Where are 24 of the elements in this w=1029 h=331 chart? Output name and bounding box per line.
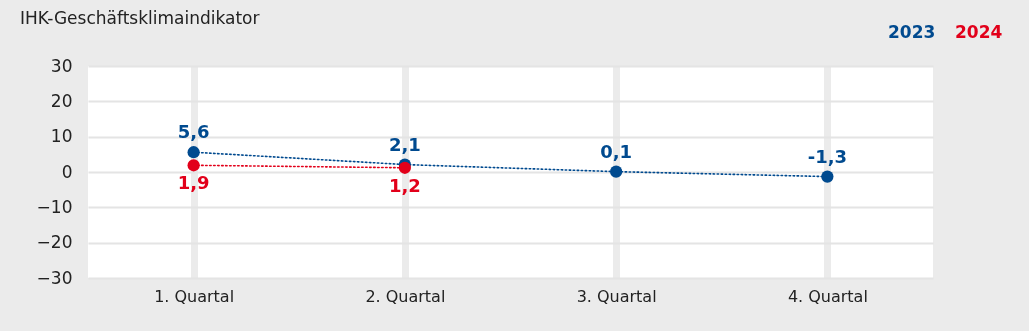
y-tick-label: −30: [36, 267, 73, 288]
point: [187, 159, 200, 172]
data-label: 2,1: [388, 133, 421, 155]
x-tick-label: 3. Quartal: [576, 286, 657, 306]
y-tick-label: 20: [50, 90, 73, 111]
x-tick-label: 2. Quartal: [365, 286, 446, 306]
text: 2023: [888, 21, 936, 42]
text: 2024: [955, 21, 1003, 42]
data-label: 5,6: [177, 121, 210, 143]
y-tick-label: −10: [36, 196, 73, 217]
data-label: 1,2: [388, 174, 421, 196]
y-tick-label: 30: [50, 55, 73, 76]
y-tick-label: 0: [61, 161, 73, 182]
data-label: 1,9: [177, 172, 210, 194]
point: [821, 170, 834, 183]
data-label: 0,1: [600, 140, 633, 162]
x-tick-label: 4. Quartal: [787, 286, 868, 306]
x-tick-label: 1. Quartal: [154, 286, 235, 306]
data-label: -1,3: [807, 145, 848, 167]
point: [610, 165, 623, 178]
y-tick-label: 10: [50, 126, 73, 147]
point: [187, 146, 200, 159]
chart-title: IHK-Geschäftsklimaindikator: [20, 8, 260, 28]
y-tick-label: −20: [36, 232, 73, 253]
